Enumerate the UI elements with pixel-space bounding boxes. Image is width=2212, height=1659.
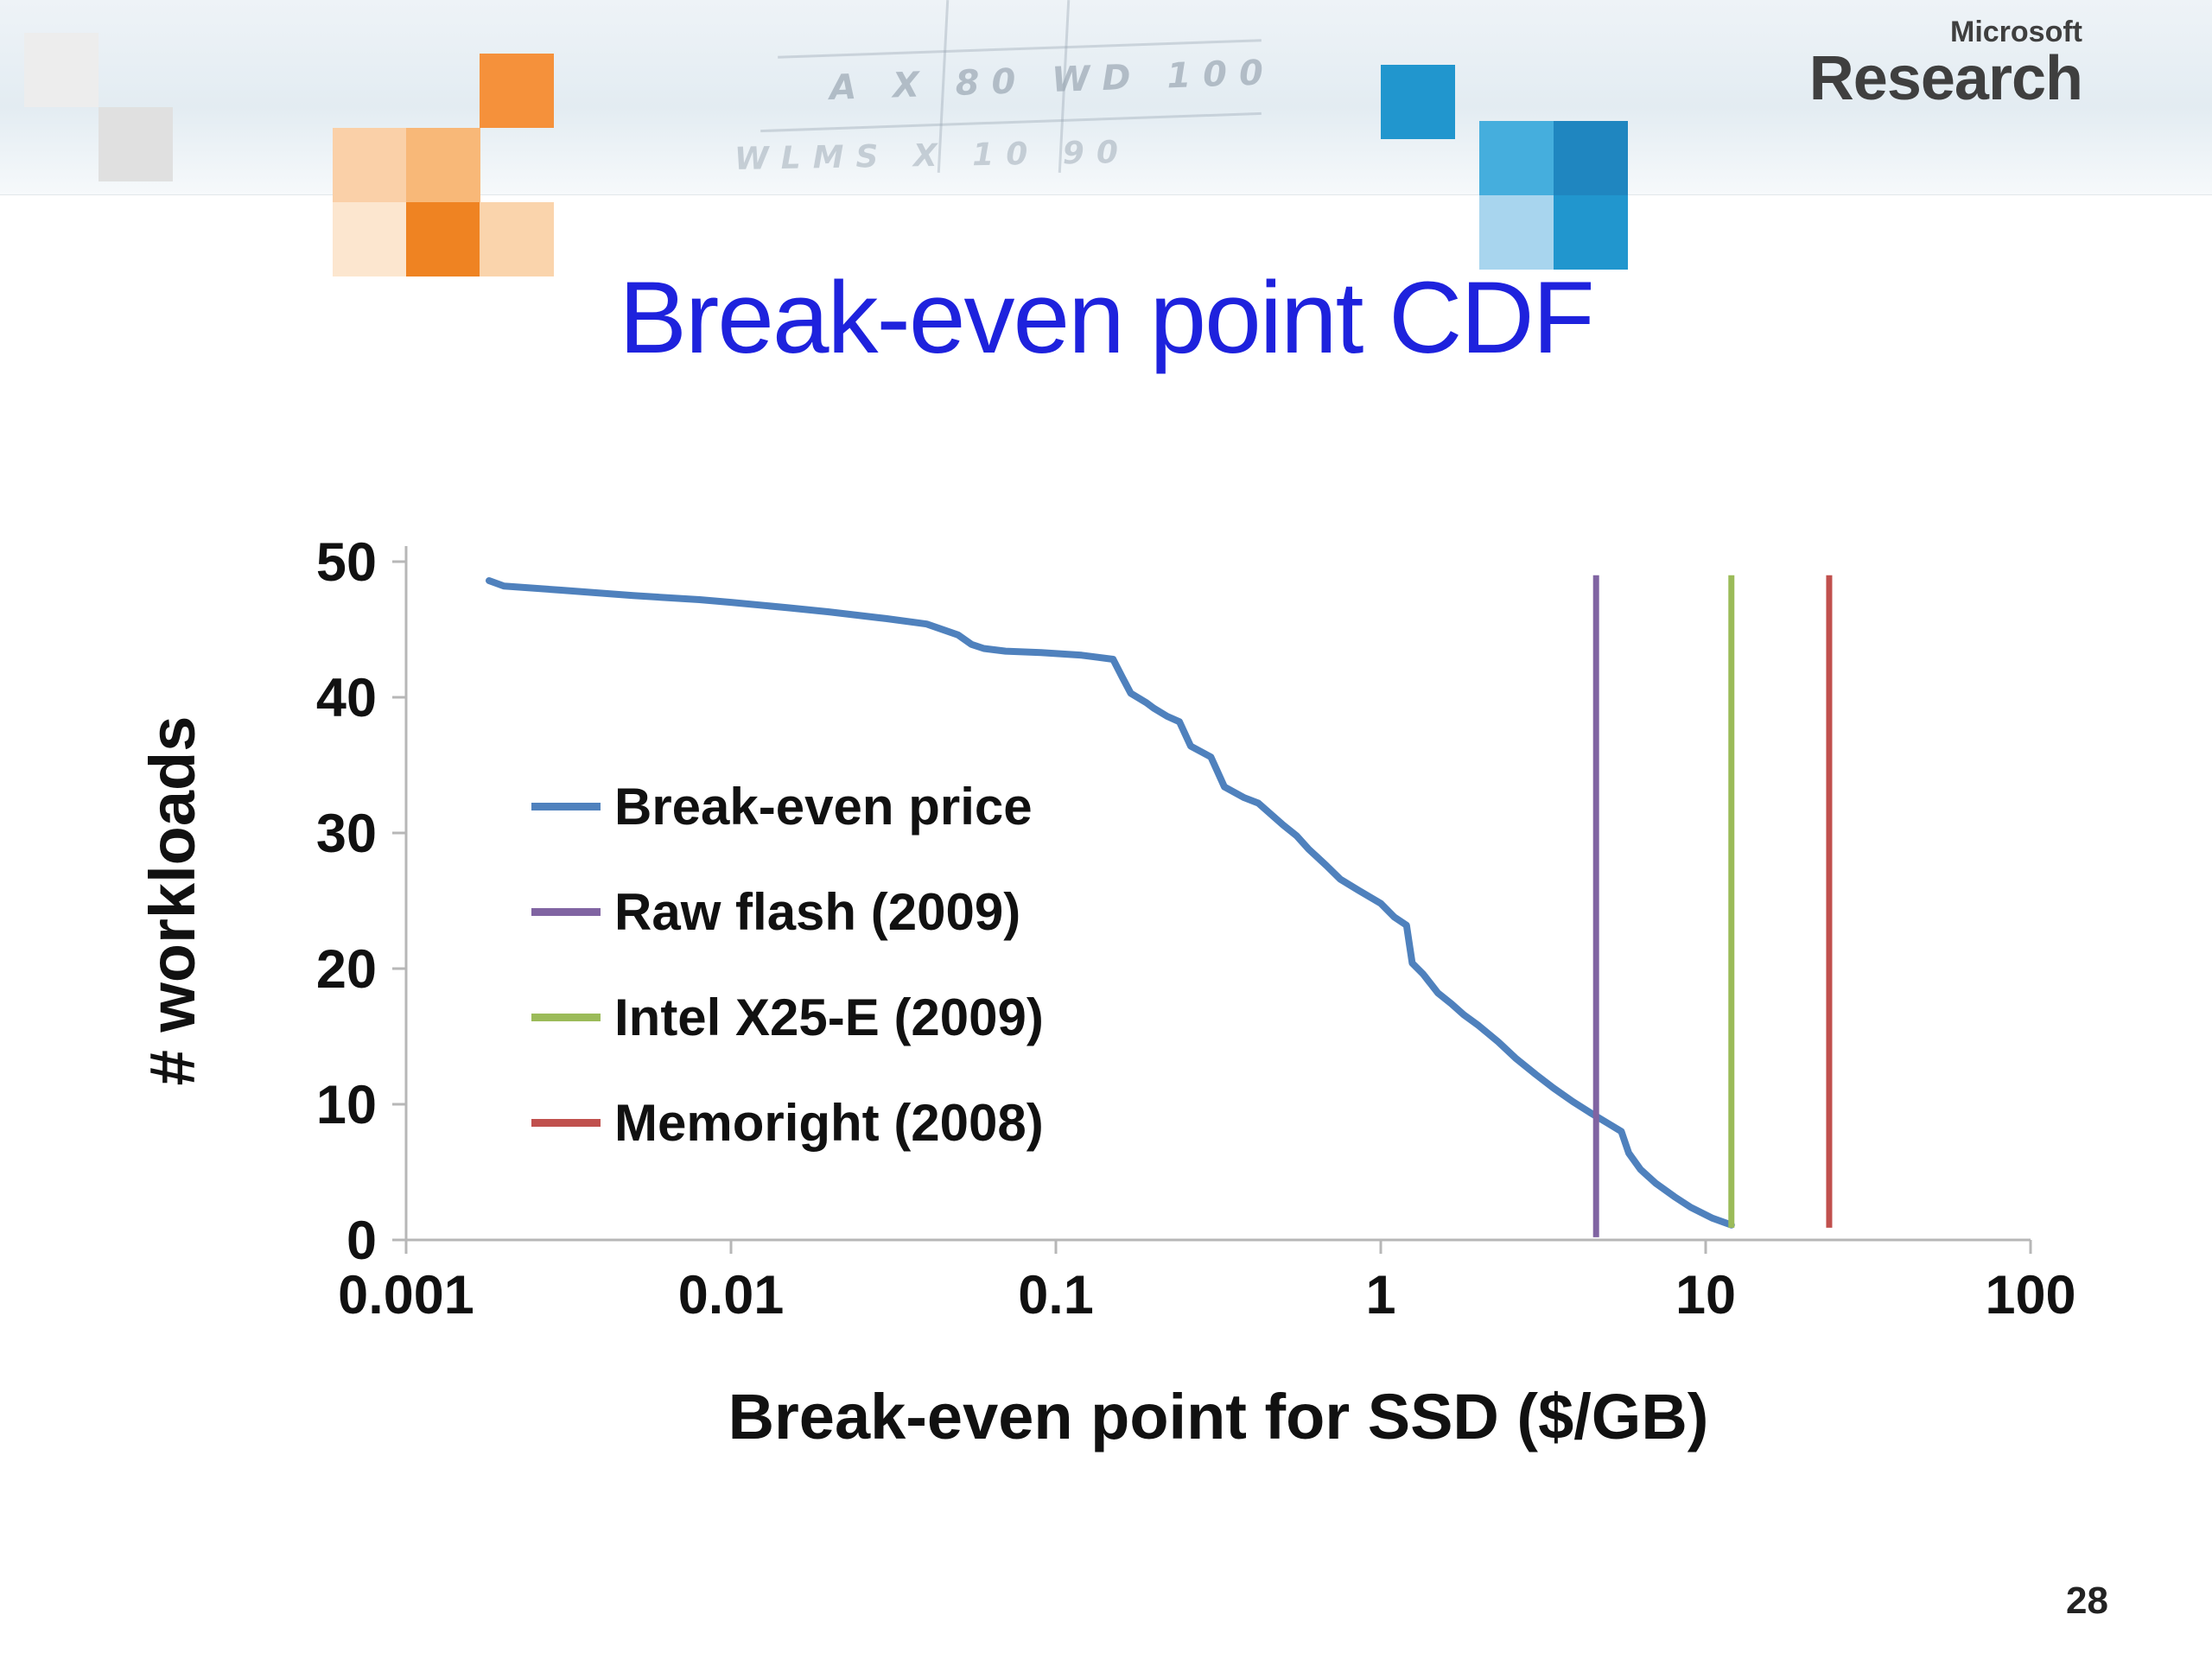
y-axis-tick-label: 20: [316, 939, 377, 1000]
y-axis-title: # workloads: [137, 716, 208, 1086]
x-axis-tick-label: 0.001: [338, 1265, 474, 1325]
pixel-decoration: [333, 128, 407, 202]
x-axis-tick-label: 1: [1365, 1265, 1395, 1325]
y-axis-tick-label: 0: [346, 1211, 377, 1271]
pixel-decoration: [1554, 121, 1628, 195]
pixel-decoration: [99, 107, 173, 181]
pixel-decoration: [480, 202, 554, 276]
y-axis-tick-label: 30: [316, 804, 377, 864]
pixel-decoration: [480, 54, 554, 128]
pixel-decoration: [1554, 195, 1628, 270]
pixel-decoration: [1479, 195, 1554, 270]
pixel-decoration: [406, 128, 480, 202]
slide-title: Break-even point CDF: [619, 261, 1594, 375]
x-axis-tick-label: 0.1: [1018, 1265, 1094, 1325]
x-axis-title: Break-even point for SSD ($/GB): [728, 1381, 1709, 1452]
microsoft-research-logo: Microsoft Research: [1808, 16, 2083, 113]
logo-division: Research: [1808, 44, 2083, 113]
page-number: 28: [2066, 1580, 2108, 1622]
pixel-decoration: [24, 33, 99, 107]
x-axis-tick-label: 0.01: [678, 1265, 785, 1325]
pixel-decoration: [1479, 121, 1554, 195]
y-axis-tick-label: 10: [316, 1075, 377, 1135]
x-axis-tick-label: 100: [1985, 1265, 2075, 1325]
x-axis-tick-label: 10: [1675, 1265, 1736, 1325]
logo-brand: Microsoft: [1950, 16, 2082, 48]
pixel-decoration: [1381, 65, 1455, 139]
y-axis-tick-label: 50: [316, 532, 377, 593]
pixel-decoration: [333, 202, 407, 276]
pixel-decoration: [406, 202, 480, 276]
cdf-curve: [486, 577, 1735, 1229]
y-axis-tick-label: 40: [316, 668, 377, 728]
